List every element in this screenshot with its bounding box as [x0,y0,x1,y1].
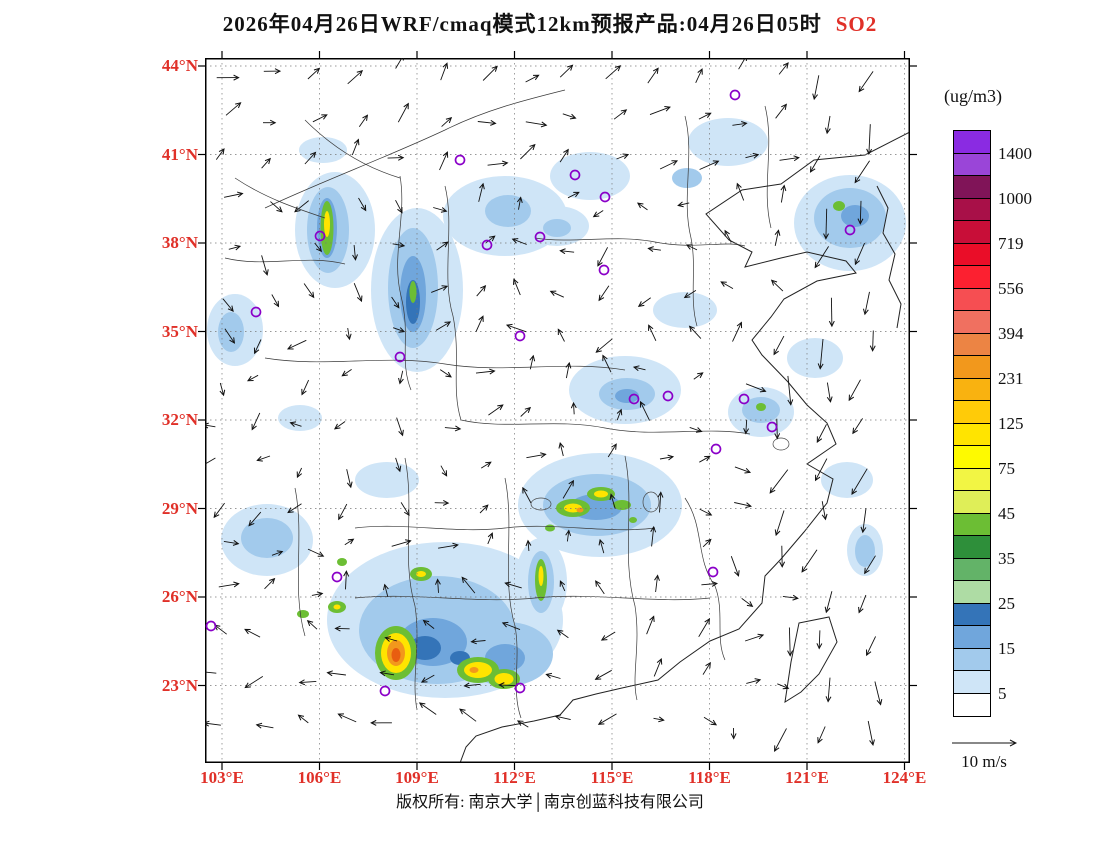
title-species: SO2 [835,12,878,36]
city-marker [250,306,262,318]
city-marker [205,620,217,632]
title-main: 2026年04月26日WRF/cmaq模式12km预报产品:04月26日05时 [222,12,822,36]
colorbar-cell [954,648,990,671]
colorbar-label: 394 [998,323,1024,343]
lon-tick-label: 112°E [493,768,536,787]
wind-vector-layer [205,58,883,752]
colorbar-cell [954,401,990,424]
city-marker [394,351,406,363]
colorbar-unit-label: (ug/m3) [944,86,1002,106]
city-marker [598,264,610,276]
colorbar-cell [954,266,990,289]
colorbar-cell [954,333,990,356]
page-title: 2026年04月26日WRF/cmaq模式12km预报产品:04月26日05时 S… [0,8,1100,38]
colorbar-cell [954,311,990,334]
colorbar-cell [954,671,990,694]
taiwan-coastline [784,616,838,703]
lat-tick-label: 35°N [161,321,198,341]
city-marker [738,393,750,405]
city-marker [662,390,674,402]
wind-reference-label: 10 m/s [961,752,1007,771]
colorbar-label: 35 [998,548,1015,568]
colorbar-cell [954,603,990,626]
city-marker-layer [205,89,856,697]
colorbar-label: 1000 [998,188,1032,208]
city-marker [514,682,526,694]
colorbar-cell [954,491,990,514]
lat-tick-label: 32°N [161,410,198,429]
city-marker [707,566,719,578]
lat-tick-label: 23°N [161,675,198,695]
colorbar-cell [954,626,990,649]
city-marker [710,443,722,455]
axis-ticks [198,51,917,770]
colorbar-labels: 1400 1000 719 556 394 231 125 75 45 35 25 15 5 [998,131,1070,716]
coastline [459,131,910,763]
lat-tick-label: 44°N [161,56,198,75]
colorbar-cell [954,468,990,491]
wind-reference-arrow [952,739,1018,747]
colorbar-cell [954,221,990,244]
colorbar-label: 1400 [998,143,1032,163]
korea-coastline [876,185,902,329]
colorbar-label: 75 [998,458,1015,478]
lat-tick-label: 41°N [161,144,198,164]
lat-tick-label: 26°N [161,587,198,606]
colorbar-cell [954,243,990,266]
city-marker [628,393,640,405]
city-marker [766,421,778,433]
colorbar-label: 556 [998,278,1024,298]
city-marker [379,685,391,697]
colorbar-cell [954,693,990,716]
colorbar-cell [954,131,990,154]
city-marker [314,230,326,242]
lat-tick-label: 38°N [161,233,198,252]
city-marker [481,239,493,251]
forecast-map-canvas [198,51,917,770]
lat-tick-label: 29°N [161,498,198,518]
colorbar [953,130,991,717]
colorbar-cell [954,356,990,379]
colorbar-label: 45 [998,503,1015,523]
colorbar-cell [954,198,990,221]
colorbar-label: 15 [998,638,1015,658]
copyright-footer: 版权所有: 南京大学│南京创蓝科技有限公司 [396,794,704,811]
colorbar-label: 125 [998,413,1024,433]
city-marker [729,89,741,101]
colorbar-cell [954,153,990,176]
colorbar-cell [954,536,990,559]
lon-tick-label: 115°E [590,768,634,787]
colorbar-cell [954,446,990,469]
so2-concentration-fills [207,118,906,698]
colorbar-cell [954,558,990,581]
lon-tick-label: 109°E [395,768,439,787]
city-marker [844,224,856,236]
lon-tick-label: 103°E [200,768,244,787]
lon-tick-label: 124°E [882,768,927,787]
colorbar-label: 25 [998,593,1015,613]
city-marker [331,571,343,583]
colorbar-cell [954,176,990,199]
colorbar-label: 719 [998,233,1024,253]
lon-tick-label: 106°E [297,768,342,787]
city-marker [599,191,611,203]
city-marker [569,169,581,181]
lon-tick-label: 121°E [785,768,829,787]
colorbar-label: 5 [998,683,1007,703]
colorbar-cell [954,378,990,401]
city-marker [454,154,466,166]
colorbar-cell [954,513,990,536]
lon-tick-label: 118°E [688,768,731,787]
colorbar-cell [954,581,990,604]
lakes [530,437,790,513]
map-frame [205,58,910,763]
city-marker [514,330,526,342]
city-marker [534,231,546,243]
colorbar-label: 231 [998,368,1024,388]
colorbar-cell [954,423,990,446]
colorbar-cell [954,288,990,311]
